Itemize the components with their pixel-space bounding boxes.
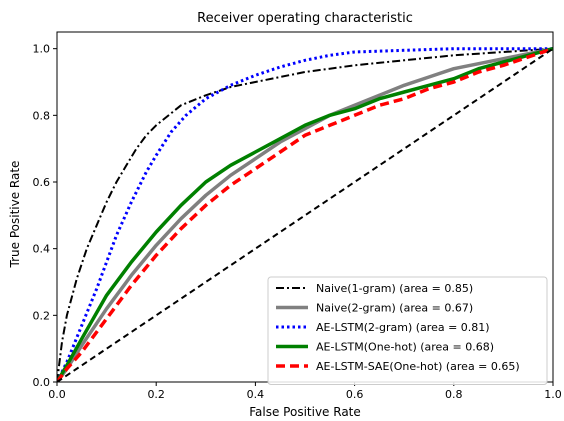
y-tick-label: 0.8: [33, 109, 51, 122]
x-tick-label: 0.0: [48, 388, 66, 401]
y-tick-label: 0.2: [33, 309, 51, 322]
legend-entry-label: Naive(2-gram) (area = 0.67): [316, 302, 473, 315]
x-tick-label: 0.4: [247, 388, 265, 401]
y-axis-label: True Positive Rate: [8, 161, 22, 269]
series-line-3: [57, 47, 553, 382]
y-tick-label: 0.6: [33, 176, 51, 189]
y-tick-label: 1.0: [33, 43, 51, 56]
legend-box: [267, 276, 548, 385]
axes: 0.0 0.2 0.4 0.6 0.8 1.0 0.0 0.2 0.4 0.6 0.8 1.0: [33, 31, 562, 401]
y-tick-label: 0.4: [33, 243, 51, 256]
legend-entry-label: AE-LSTM-SAE(One-hot) (area = 0.65): [316, 360, 520, 373]
legend-entry-label: AE-LSTM(One-hot) (area = 0.68): [316, 341, 494, 354]
legend-entry-label: AE-LSTM(2-gram) (area = 0.81): [316, 321, 490, 334]
series-line-1: [57, 46, 553, 382]
legend: Naive(1-gram) (area = 0.85) Naive(2-gram)…: [267, 276, 548, 385]
series-line-0: [57, 47, 553, 382]
y-tick-label: 0.0: [33, 376, 51, 389]
series-line-4: [57, 47, 553, 382]
x-tick-label: 1.0: [544, 388, 562, 401]
series-line-2: [57, 47, 553, 382]
x-tick-label: 0.6: [346, 388, 364, 401]
legend-entry-label: Naive(1-gram) (area = 0.85): [316, 282, 473, 295]
x-tick-label: 0.8: [445, 388, 463, 401]
x-axis-label: False Positive Rate: [249, 405, 361, 419]
chart-title: Receiver operating characteristic: [197, 11, 413, 26]
plot-area: [57, 46, 553, 382]
x-tick-label: 0.2: [147, 388, 165, 401]
